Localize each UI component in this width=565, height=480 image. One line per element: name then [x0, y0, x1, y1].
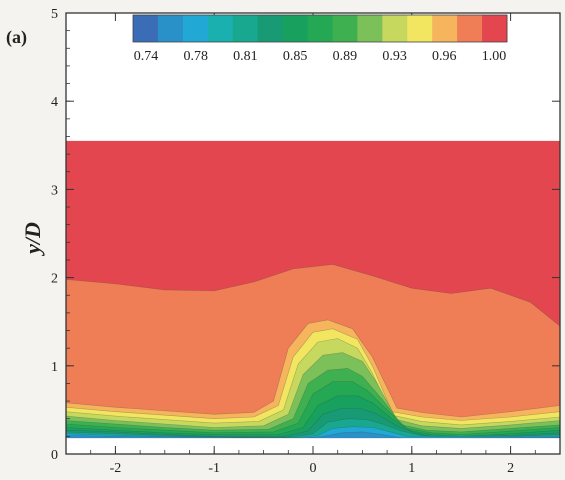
x-tick-label: 0 [310, 461, 317, 476]
x-tick-label: 1 [408, 461, 415, 476]
colorbar-tick-label: 0.78 [183, 49, 208, 64]
colorbar-swatch [182, 15, 209, 42]
colorbar-swatch [282, 15, 309, 42]
colorbar-swatch [407, 15, 433, 42]
colorbar-tick-label: 0.93 [382, 49, 407, 64]
colorbar-swatch [432, 15, 458, 42]
y-axis-label: y/D [20, 222, 45, 257]
panel-label: (a) [6, 27, 27, 48]
x-tick-label: -2 [110, 461, 122, 476]
colorbar: 0.74 0.78 0.81 0.85 0.89 0.93 0.96 1.00 [132, 14, 508, 64]
colorbar-tick-label: 1.00 [482, 49, 507, 64]
colorbar-swatch [457, 15, 483, 42]
y-tick-label: 3 [51, 183, 58, 198]
colorbar-swatch [133, 15, 159, 42]
colorbar-tick-label: 0.85 [283, 49, 308, 64]
x-tick-label: -1 [208, 461, 220, 476]
contour-band-0.76 [66, 431, 560, 439]
colorbar-frame [132, 14, 508, 43]
y-tick-label: 2 [51, 272, 58, 287]
colorbar-swatch [332, 15, 358, 42]
colorbar-tick-label: 0.74 [134, 49, 159, 64]
y-tick-label: 4 [51, 95, 58, 110]
axis-ticks: -2 -1 0 1 2 0 1 2 3 4 5 [51, 7, 561, 476]
contour-band-0.85 [66, 395, 560, 439]
colorbar-tick-label: 0.81 [233, 49, 258, 64]
colorbar-tick-label: 0.96 [432, 49, 457, 64]
y-tick-label: 0 [51, 448, 58, 463]
colorbar-swatch [257, 15, 284, 42]
contour-band-0.87 [66, 381, 560, 439]
y-tick-label: 1 [51, 360, 58, 375]
contour-plot [66, 13, 560, 454]
y-tick-label: 5 [51, 7, 58, 22]
colorbar-swatch [232, 15, 259, 42]
colorbar-swatch [357, 15, 383, 42]
colorbar-swatch [382, 15, 408, 42]
colorbar-swatch [482, 15, 508, 42]
colorbar-tick-label: 0.89 [333, 49, 358, 64]
colorbar-swatch [157, 15, 184, 42]
colorbar-swatch [207, 15, 234, 42]
colorbar-swatch [307, 15, 333, 42]
x-tick-label: 2 [507, 461, 514, 476]
